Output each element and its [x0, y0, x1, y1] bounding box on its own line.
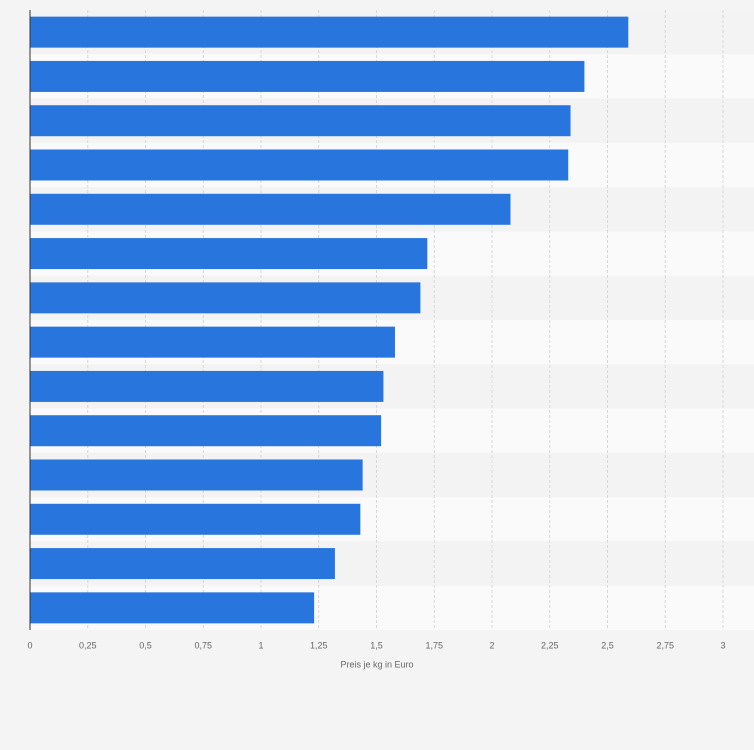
bar: [30, 149, 569, 181]
x-tick-label: 0: [27, 640, 32, 650]
x-tick-label: 0,75: [194, 640, 212, 650]
bar: [30, 370, 384, 402]
row-bands: [30, 10, 754, 630]
bar: [30, 548, 335, 580]
x-tick-label: 2,75: [656, 640, 674, 650]
bar: [30, 193, 511, 225]
x-tick-label: 1,25: [310, 640, 328, 650]
bar: [30, 238, 428, 270]
x-tick-label: 1,5: [370, 640, 383, 650]
bar: [30, 105, 571, 137]
bar: [30, 60, 585, 92]
bar: [30, 503, 361, 535]
x-tick-label: 1,75: [425, 640, 443, 650]
x-tick-label: 0,25: [79, 640, 97, 650]
bar: [30, 415, 382, 447]
bar: [30, 459, 363, 491]
bar: [30, 592, 315, 624]
x-tick-label: 1: [258, 640, 263, 650]
x-tick-label: 0,5: [139, 640, 152, 650]
x-tick-label: 2: [489, 640, 494, 650]
x-tick-label: 3: [720, 640, 725, 650]
x-axis-label: Preis je kg in Euro: [340, 659, 413, 669]
x-tick-label: 2,25: [541, 640, 559, 650]
bar: [30, 16, 629, 48]
x-tick-label: 2,5: [601, 640, 614, 650]
bar: [30, 282, 421, 314]
bar: [30, 326, 395, 358]
